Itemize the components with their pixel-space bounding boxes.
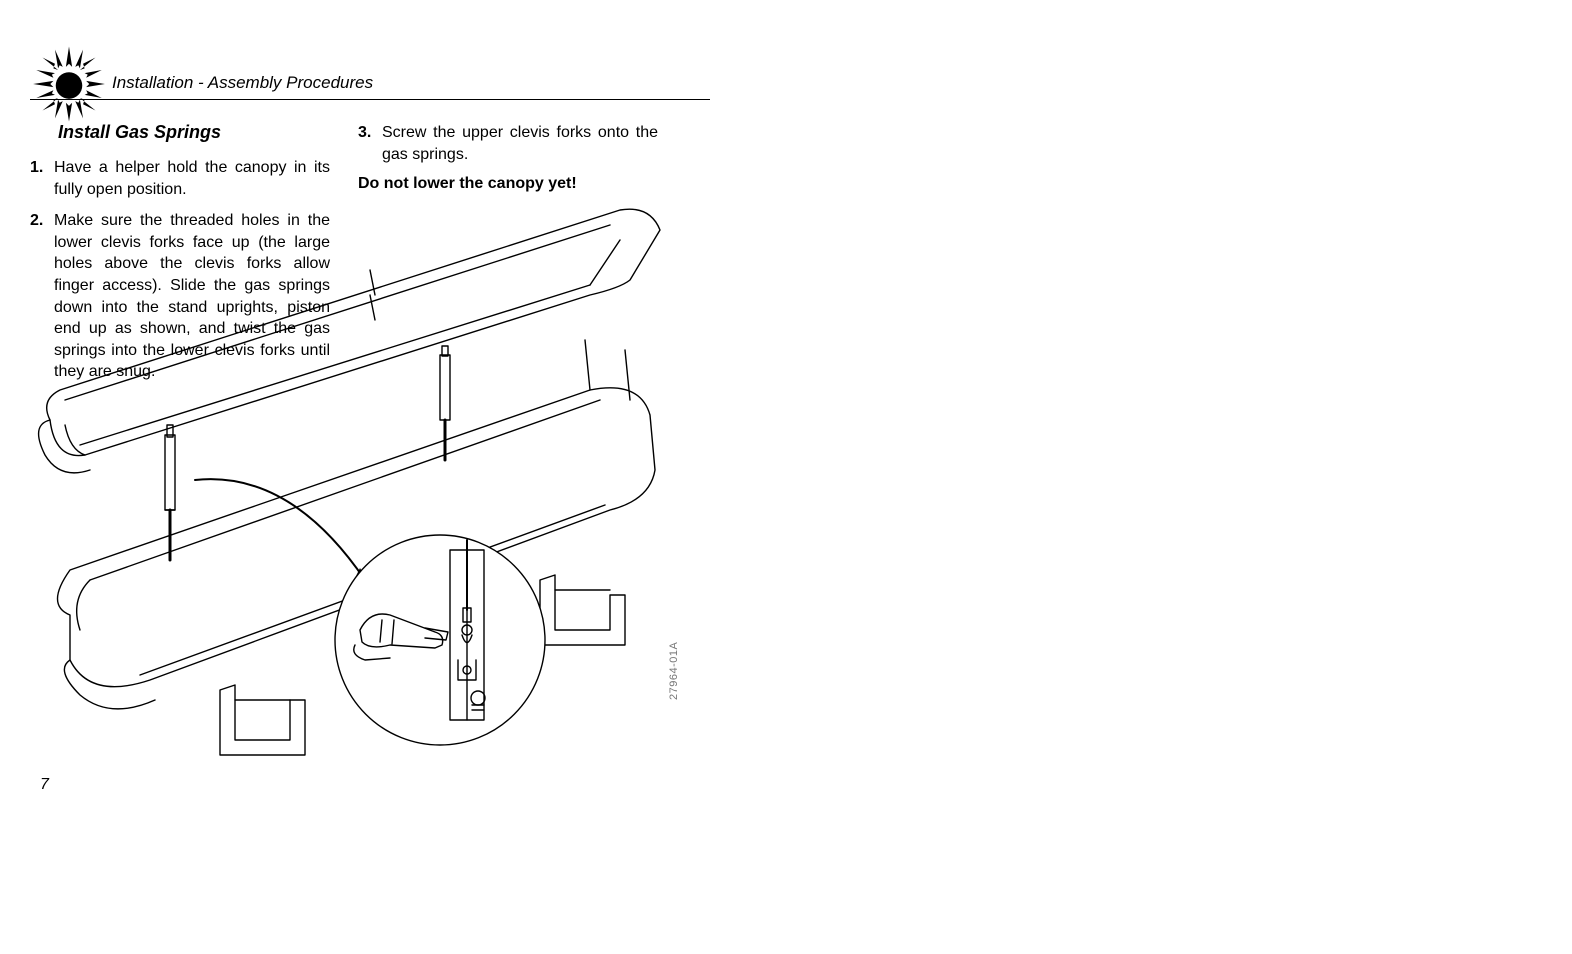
step-number: 3. [358, 122, 382, 165]
sun-logo-icon [30, 45, 108, 123]
step-item: 3. Screw the upper clevis forks onto the… [358, 122, 658, 165]
section-subtitle: Install Gas Springs [58, 122, 330, 143]
header-title: Installation - Assembly Procedures [112, 73, 373, 97]
page-header: Installation - Assembly Procedures [30, 45, 710, 100]
assembly-illustration [30, 200, 670, 780]
step-item: 1. Have a helper hold the canopy in its … [30, 157, 330, 200]
step-number: 1. [30, 157, 54, 200]
step-text: Have a helper hold the canopy in its ful… [54, 157, 330, 200]
warning-text: Do not lower the canopy yet! [358, 175, 658, 193]
figure-code: 27964-01A [668, 642, 680, 700]
page-number: 7 [40, 776, 49, 794]
step-text: Screw the upper clevis forks onto the ga… [382, 122, 658, 165]
